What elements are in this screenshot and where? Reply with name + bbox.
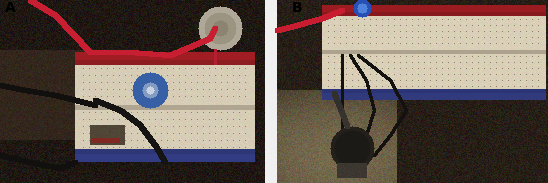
Text: A: A — [5, 1, 16, 15]
Text: B: B — [292, 1, 302, 15]
